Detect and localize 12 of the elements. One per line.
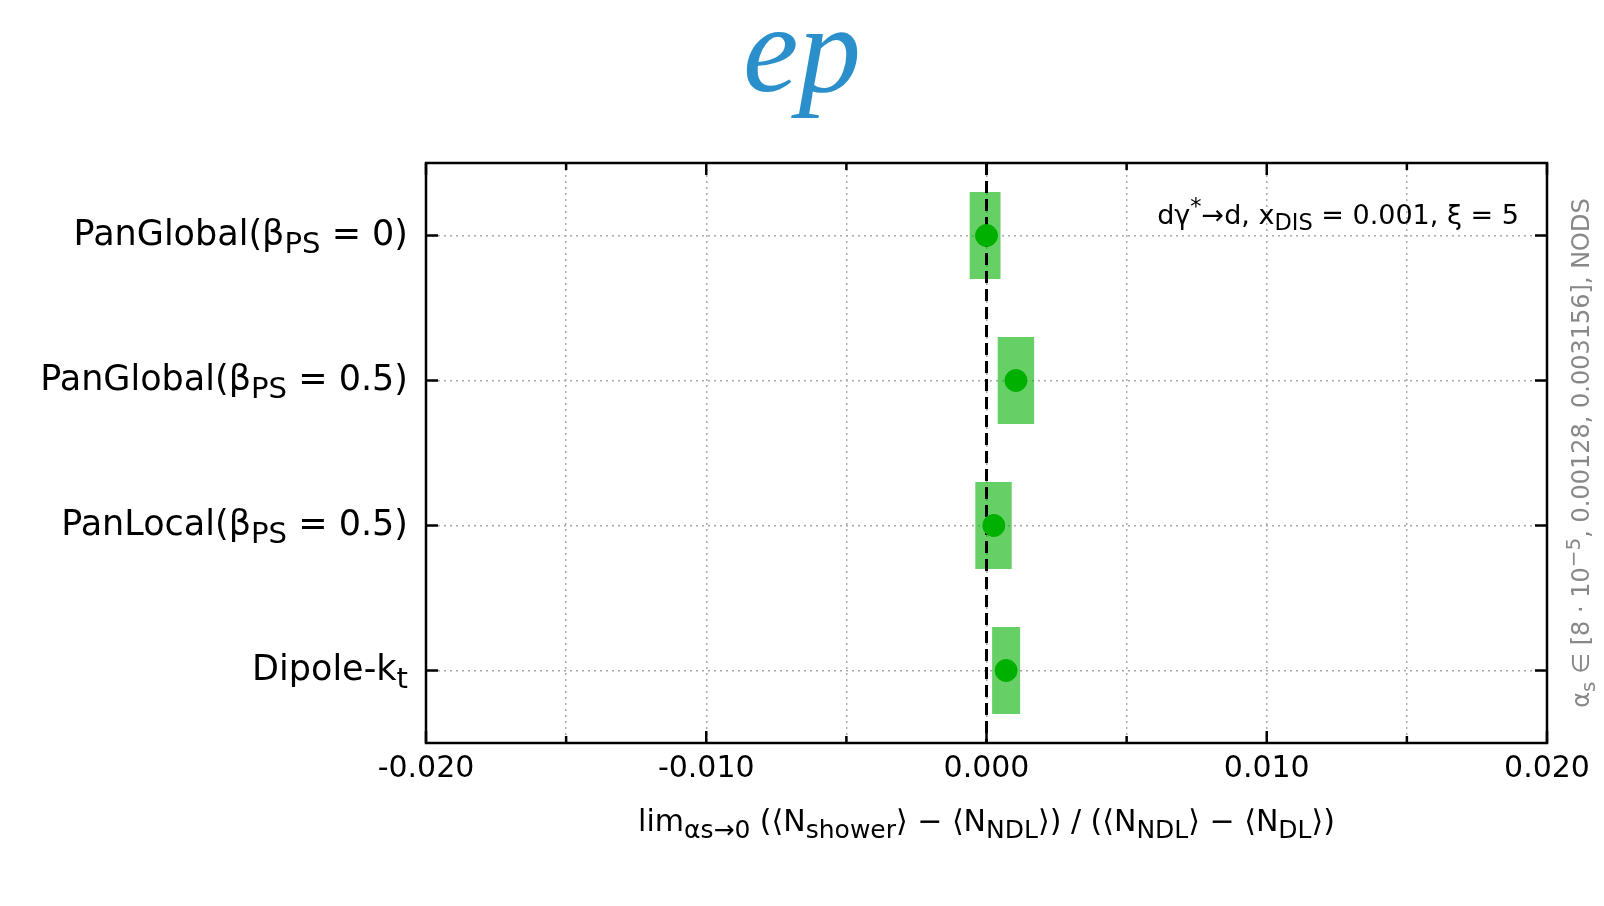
text: lim$_{αs→0}$ (⟨N$_{shower}$⟩ − ⟨N$_{NDL}$⟩) / (⟨N$_{NDL}$⟩ − ⟨N$_{DL}$⟩) [638, 803, 1335, 844]
y-tick-label: Dipole-k$_{t}$ [252, 647, 408, 694]
y-tick-label: PanLocal(β$_{PS}$ = 0.5) [61, 502, 408, 549]
annotation: dγ$^{*}$→d, x$_{DIS}$ = 0.001, ξ = 5 [1157, 193, 1519, 236]
x-tick-label: 0.020 [1504, 748, 1590, 784]
x-tick-label: -0.010 [657, 748, 755, 784]
x-tick-label: -0.020 [377, 748, 475, 784]
x-tick-label: 0.010 [1223, 748, 1310, 784]
y-tick-label: PanGlobal(β$_{PS}$ = 0) [73, 212, 408, 259]
y-tick-label: PanGlobal(β$_{PS}$ = 0.5) [40, 357, 408, 404]
chart-title: ep [742, 0, 862, 120]
x-tick-label: 0.000 [943, 748, 1030, 784]
